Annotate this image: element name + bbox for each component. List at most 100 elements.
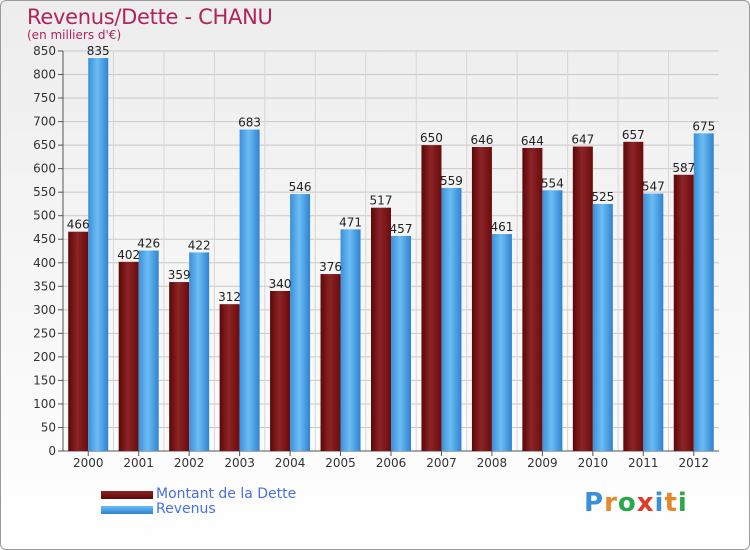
bars xyxy=(68,58,714,452)
logo-letter: o xyxy=(617,488,637,518)
legend-label-revenus: Revenus xyxy=(156,501,216,517)
x-tick-label: 2001 xyxy=(123,456,154,470)
y-tick-label: 50 xyxy=(41,420,56,434)
bar-revenus xyxy=(391,235,411,451)
value-label-debt: 657 xyxy=(622,128,645,142)
bar-revenus xyxy=(441,187,462,452)
y-tick-label: 450 xyxy=(33,232,56,246)
y-tick-label: 350 xyxy=(33,279,56,293)
logo-letter: r xyxy=(604,488,618,518)
bar-revenus xyxy=(693,133,714,451)
bar-debt xyxy=(219,304,240,451)
y-tick-label: 700 xyxy=(33,115,56,129)
value-label-debt: 359 xyxy=(168,268,191,282)
bar-debt xyxy=(522,147,543,452)
x-tick-label: 2009 xyxy=(527,456,558,470)
y-tick-label: 550 xyxy=(33,185,56,199)
bar-debt xyxy=(471,147,492,451)
logo-letter: t xyxy=(664,488,678,518)
bar-revenus xyxy=(138,250,159,451)
legend-label-debt: Montant de la Dette xyxy=(156,486,297,502)
bar-debt xyxy=(118,261,139,451)
y-tick-label: 800 xyxy=(33,68,56,82)
value-label-revenus: 461 xyxy=(490,220,513,234)
value-label-debt: 312 xyxy=(218,290,241,304)
y-tick-label: 850 xyxy=(33,44,56,58)
value-label-debt: 587 xyxy=(672,161,695,175)
value-label-debt: 402 xyxy=(117,248,140,262)
chart-subtitle: (en milliers d'€) xyxy=(27,28,122,42)
bar-debt xyxy=(572,146,593,451)
logo-letter: x xyxy=(636,488,655,518)
bar-debt xyxy=(371,207,391,451)
value-label-debt: 644 xyxy=(521,134,544,148)
bar-debt xyxy=(421,145,442,451)
y-tick-label: 250 xyxy=(33,326,56,340)
value-label-debt: 340 xyxy=(269,277,292,291)
x-tick-label: 2007 xyxy=(426,456,457,470)
value-label-debt: 376 xyxy=(319,260,342,274)
y-tick-label: 150 xyxy=(33,373,56,387)
value-label-revenus: 554 xyxy=(541,176,564,190)
x-tick-label: 2012 xyxy=(678,456,709,470)
bar-revenus xyxy=(189,252,210,451)
logo-letter: i xyxy=(677,488,688,518)
bar-debt xyxy=(270,291,291,451)
y-tick-label: 400 xyxy=(33,256,56,270)
bar-debt xyxy=(169,282,190,451)
bar-revenus xyxy=(239,129,260,451)
bar-debt xyxy=(673,174,694,451)
x-tick-label: 2010 xyxy=(578,456,609,470)
value-label-debt: 517 xyxy=(370,194,393,208)
y-tick-label: 0 xyxy=(48,444,56,458)
y-tick-label: 750 xyxy=(33,91,56,105)
y-tick-label: 200 xyxy=(33,350,56,364)
bar-revenus xyxy=(290,194,311,451)
x-tick-label: 2005 xyxy=(325,456,356,470)
value-label-revenus: 426 xyxy=(137,237,160,251)
value-label-revenus: 675 xyxy=(692,119,715,133)
y-tick-label: 600 xyxy=(33,162,56,176)
bar-debt xyxy=(623,141,644,451)
bar-revenus xyxy=(88,58,109,451)
proxiti-logo: Proxiti xyxy=(584,488,688,518)
value-label-debt: 650 xyxy=(420,131,443,145)
bar-debt xyxy=(68,231,89,451)
value-label-debt: 466 xyxy=(67,218,90,232)
logo-letter: P xyxy=(584,488,605,518)
value-label-revenus: 457 xyxy=(390,222,413,236)
bar-revenus xyxy=(592,203,613,451)
value-label-revenus: 559 xyxy=(440,174,463,188)
value-label-revenus: 683 xyxy=(238,116,261,130)
value-label-revenus: 525 xyxy=(591,190,614,204)
y-tick-label: 500 xyxy=(33,209,56,223)
legend-swatch-revenus xyxy=(101,506,153,514)
value-label-revenus: 835 xyxy=(87,44,110,58)
value-label-revenus: 422 xyxy=(188,238,211,252)
value-label-revenus: 471 xyxy=(339,215,362,229)
bar-debt xyxy=(320,274,341,451)
chart-title: Revenus/Dette - CHANU xyxy=(27,5,273,29)
value-label-debt: 646 xyxy=(470,133,493,147)
x-tick-label: 2006 xyxy=(376,456,407,470)
value-label-revenus: 546 xyxy=(289,180,312,194)
x-tick-label: 2004 xyxy=(275,456,306,470)
value-label-revenus: 547 xyxy=(642,180,665,194)
y-tick-label: 650 xyxy=(33,138,56,152)
bar-revenus xyxy=(542,190,563,451)
bar-revenus xyxy=(340,229,361,451)
legend-swatch-debt xyxy=(101,491,153,499)
x-tick-label: 2000 xyxy=(73,456,104,470)
x-tick-label: 2002 xyxy=(174,456,205,470)
x-tick-label: 2003 xyxy=(224,456,255,470)
value-label-debt: 647 xyxy=(571,133,594,147)
logo-letter: i xyxy=(654,488,665,518)
bar-revenus xyxy=(491,234,512,451)
bar-revenus xyxy=(643,193,664,451)
y-tick-label: 100 xyxy=(33,397,56,411)
y-tick-label: 300 xyxy=(33,303,56,317)
x-tick-label: 2008 xyxy=(477,456,508,470)
